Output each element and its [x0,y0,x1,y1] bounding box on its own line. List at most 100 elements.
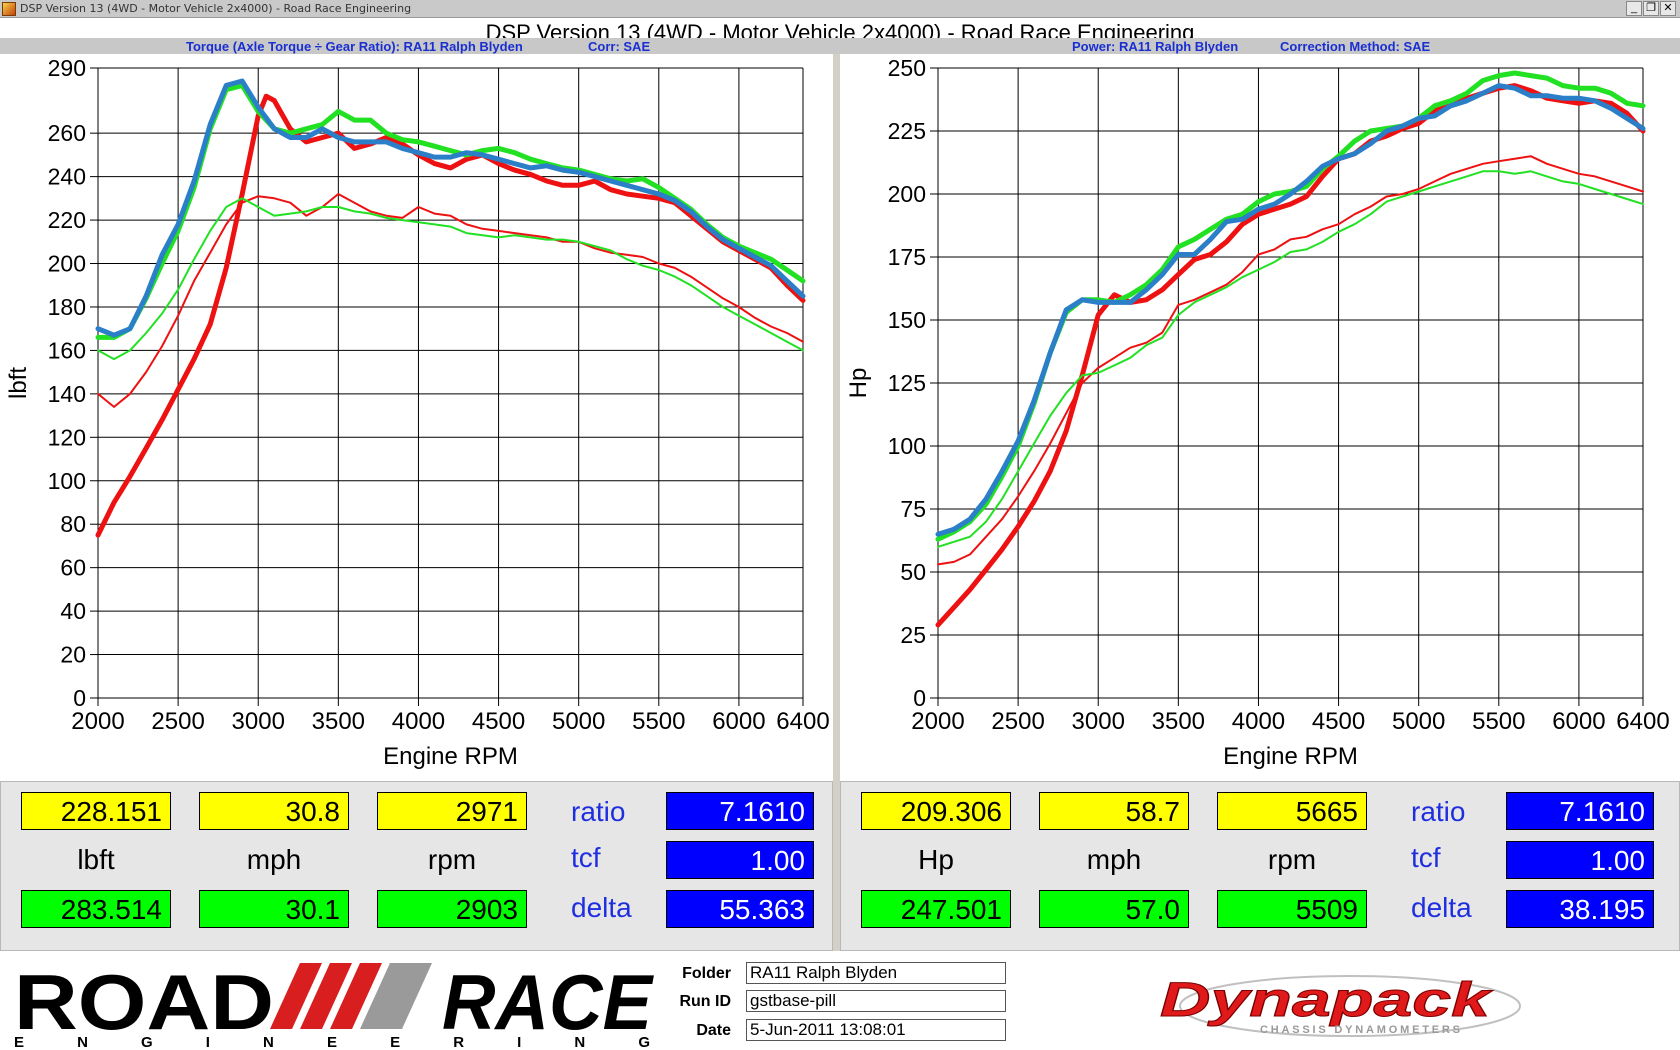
x-tick-label: 2000 [911,708,964,735]
y-tick-label: 220 [48,207,86,233]
y-tick-label: 240 [48,164,86,190]
run-id-field[interactable]: gstbase-pill [746,990,1006,1012]
ratio-value: 7.1610 [666,792,814,830]
dynapack-logo: Dynapack CHASSIS DYNAMOMETERS [1160,974,1521,1037]
y-tick-label: 80 [60,511,86,537]
maximize-button[interactable]: ❐ [1643,1,1659,16]
torque-readout-panel: 228.151 30.8 2971 lbft mph rpm 283.514 3… [0,781,833,951]
y-tick-label: 260 [48,120,86,146]
power-correction-label: Correction Method: SAE [1280,39,1431,54]
folder-field[interactable]: RA11 Ralph Blyden [746,962,1006,984]
x-tick-label: 5000 [1392,708,1445,735]
series-line-red-0 [935,83,1646,628]
delta-label: delta [571,892,632,923]
window-titlebar: DSP Version 13 (4WD - Motor Vehicle 2x40… [0,0,1680,18]
logo-stripes [270,963,432,1029]
x-tick-label: 3000 [1072,708,1125,735]
brand-name: Dynapack [1160,974,1493,1027]
footer: ROAD RACE E N G I N E E R I N G Folder R… [0,951,1680,1050]
window-title: DSP Version 13 (4WD - Motor Vehicle 2x40… [20,2,412,15]
x-tick-label: 3000 [232,708,285,735]
y-tick-label: 60 [60,555,86,581]
series-line-red-1 [97,193,804,408]
delta-value: 55.363 [666,890,814,928]
x-tick-label: 3500 [1152,708,1205,735]
x-tick-label: 2500 [991,708,1044,735]
series-line-green-3 [97,197,804,361]
rpm-unit-label: rpm [1267,844,1317,875]
x-tick-label: 3500 [312,708,365,735]
x-tick-label: 4000 [392,708,445,735]
y-axis-label: lbft [5,367,32,399]
x-tick-label: 6000 [712,708,765,735]
x-tick-label: 5500 [632,708,685,735]
y-tick-label: 0 [913,685,926,711]
power-chart[interactable]: 2000 2500 3000 3500 4000 4500 5000 5500 6000 6400… [840,54,1680,781]
main-title: DSP Version 13 (4WD - Motor Vehicle 2x40… [485,20,1195,38]
y-tick-label: 180 [48,294,86,320]
y-tick-label: 125 [888,370,926,396]
cursor-rpm-value: 2971 [377,792,527,830]
y-tick-label: 20 [60,642,86,668]
date-field[interactable]: 5-Jun-2011 13:08:01 [746,1019,1006,1041]
delta-value: 38.195 [1506,890,1654,928]
cursor-power-value: 209.306 [861,792,1011,830]
y-tick-label: 0 [73,685,86,711]
ratio-label: ratio [571,796,626,827]
minimize-button[interactable]: _ [1626,1,1642,16]
y-tick-label: 100 [48,468,86,494]
y-tick-label: 150 [888,307,926,333]
y-tick-label: 250 [888,55,926,81]
ratio-label: ratio [1411,796,1466,827]
main-header: DSP Version 13 (4WD - Motor Vehicle 2x40… [0,18,1680,38]
series-line-red-0 [95,93,806,538]
x-tick-label: 6000 [1552,708,1605,735]
y-tick-label: 200 [48,251,86,277]
torque-unit-label: lbft [77,844,115,875]
x-axis-label: Engine RPM [1223,743,1358,770]
chart-subheader: Torque (Axle Torque ÷ Gear Ratio): RA11 … [0,38,1680,54]
x-tick-label: 4500 [1312,708,1365,735]
cursor-mph-value: 58.7 [1039,792,1189,830]
x-tick-label: 2500 [151,708,204,735]
run-id-label: Run ID [679,993,731,1010]
cursor-mph-value: 30.8 [199,792,349,830]
series-line-green-3 [937,170,1644,548]
x-tick-label: 2000 [71,708,124,735]
peak-rpm-value: 5509 [1217,890,1367,928]
y-tick-label: 225 [888,118,926,144]
mph-unit-label: mph [1086,844,1142,875]
delta-label: delta [1411,892,1472,923]
x-tick-label: 4000 [1232,708,1285,735]
power-unit-label: Hp [918,844,954,875]
y-tick-label: 40 [60,598,86,624]
logo-road-text: ROAD [14,958,274,1046]
rpm-unit-label: rpm [427,844,477,875]
y-tick-label: 50 [900,559,926,585]
y-tick-label: 175 [888,244,926,270]
x-tick-label: 6400 [1616,708,1669,735]
date-label: Date [696,1022,731,1039]
peak-power-value: 247.501 [861,890,1011,928]
peak-mph-value: 30.1 [199,890,349,928]
cursor-torque-value: 228.151 [21,792,171,830]
y-axis-label: Hp [845,368,872,399]
tcf-label: tcf [571,842,601,873]
series-line-red-1 [937,155,1644,566]
x-tick-label: 5000 [552,708,605,735]
mph-unit-label: mph [246,844,302,875]
y-tick-label: 290 [48,55,86,81]
y-tick-label: 100 [888,433,926,459]
torque-chart-caption: Torque (Axle Torque ÷ Gear Ratio): RA11 … [186,39,523,54]
series-line-blue-4 [95,78,806,338]
road-race-logo: ROAD RACE E N G I N E E R I N G [14,958,654,1050]
tcf-label: tcf [1411,842,1441,873]
torque-chart[interactable]: 2000 2500 3000 3500 4000 4500 5000 5500 6000 6400… [0,54,833,781]
peak-torque-value: 283.514 [21,890,171,928]
tcf-value: 1.00 [666,841,814,879]
y-tick-label: 200 [888,181,926,207]
tcf-value: 1.00 [1506,841,1654,879]
ratio-value: 7.1610 [1506,792,1654,830]
peak-rpm-value: 2903 [377,890,527,928]
close-button[interactable]: ✕ [1660,1,1676,16]
